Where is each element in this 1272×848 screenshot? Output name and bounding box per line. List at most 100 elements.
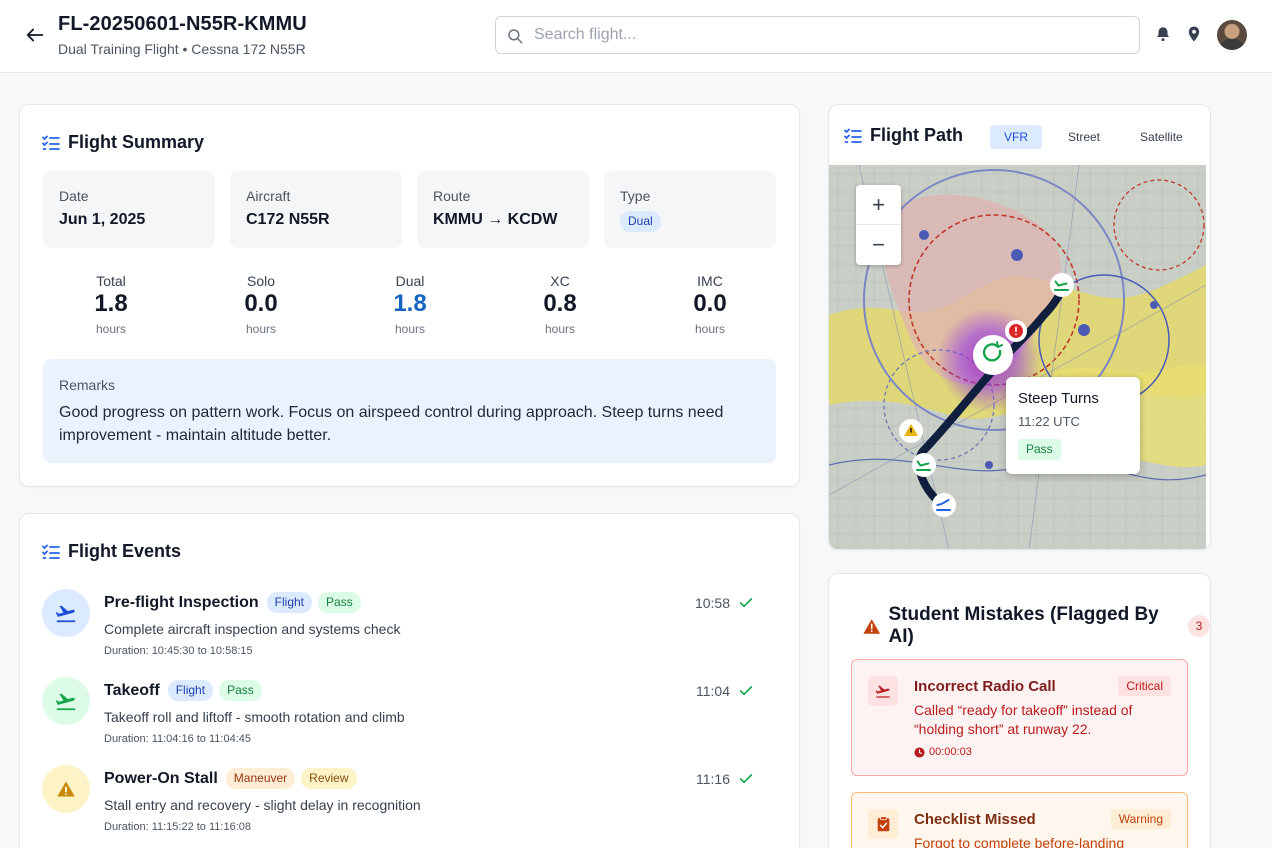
airplane-icon bbox=[55, 605, 76, 623]
warning-icon bbox=[57, 781, 75, 797]
event-item[interactable]: Takeoff Flight Pass Takeoff roll and lif… bbox=[42, 673, 754, 753]
stat-value: 1.8 bbox=[393, 290, 427, 317]
zoom-in-button[interactable]: + bbox=[856, 185, 901, 225]
tab-street[interactable]: Street bbox=[1068, 130, 1101, 144]
mistake-icon bbox=[868, 809, 898, 839]
page-subtitle: Dual Training Flight • Cessna 172 N55R bbox=[58, 41, 306, 57]
event-name: Takeoff bbox=[104, 681, 160, 699]
event-duration: Duration: 10:45:30 to 10:58:15 bbox=[104, 645, 253, 657]
mistakes-title: Student Mistakes (Flagged By AI) bbox=[888, 604, 1159, 647]
mistake-item[interactable]: Checklist Missed Warning Forgot to compl… bbox=[851, 792, 1188, 848]
event-item[interactable]: Pre-flight Inspection Flight Pass Comple… bbox=[42, 585, 754, 665]
event-time: 10:58 bbox=[695, 595, 754, 611]
severity-badge: Critical bbox=[1118, 676, 1171, 696]
category-badge: Flight bbox=[266, 592, 313, 613]
check-icon bbox=[739, 774, 753, 784]
user-avatar[interactable] bbox=[1217, 20, 1247, 50]
mistakes-heading: Student Mistakes (Flagged By AI) 3 bbox=[863, 604, 1210, 648]
info-value: KMMU → KCDW bbox=[433, 211, 558, 228]
zoom-controls: + − bbox=[856, 185, 901, 265]
type-badge: Dual bbox=[620, 211, 661, 232]
info-value: Jun 1, 2025 bbox=[59, 211, 146, 228]
takeoff-icon bbox=[875, 685, 890, 698]
mistake-description: Called “ready for takeoff” instead of “h… bbox=[914, 702, 1133, 737]
event-description: Complete aircraft inspection and systems… bbox=[104, 621, 401, 637]
stat-label: XC bbox=[550, 273, 570, 289]
info-value: C172 N55R bbox=[246, 211, 330, 228]
category-badge: Flight bbox=[167, 680, 214, 701]
stat-label: IMC bbox=[697, 273, 723, 289]
tab-vfr[interactable]: VFR bbox=[990, 125, 1042, 149]
info-type: Type Dual bbox=[604, 171, 776, 248]
remarks-box: Remarks Good progress on pattern work. F… bbox=[43, 359, 776, 463]
flight-events-heading: Flight Events bbox=[42, 541, 181, 562]
popup-title: Steep Turns bbox=[1018, 390, 1099, 407]
stat-unit: hours bbox=[95, 322, 127, 336]
search-icon bbox=[508, 29, 523, 44]
mistakes-count-badge: 3 bbox=[1188, 615, 1210, 637]
stat-total: Total 1.8 hours bbox=[61, 273, 161, 336]
checklist-icon bbox=[42, 135, 60, 150]
flight-path-heading: Flight Path bbox=[844, 125, 963, 146]
map-layer-tabs: VFR Street Satellite bbox=[990, 125, 1197, 149]
event-item[interactable]: Power-On Stall Maneuver Review Stall ent… bbox=[42, 761, 754, 841]
stat-unit: hours bbox=[245, 322, 277, 336]
info-label: Aircraft bbox=[246, 188, 291, 204]
category-badge: Maneuver bbox=[225, 768, 296, 789]
stat-value: 1.8 bbox=[94, 290, 128, 317]
info-aircraft: Aircraft C172 N55R bbox=[230, 171, 402, 248]
event-time-text: 10:58 bbox=[694, 595, 730, 611]
event-icon bbox=[42, 589, 90, 637]
tab-satellite[interactable]: Satellite bbox=[1140, 130, 1183, 144]
bell-icon[interactable] bbox=[1154, 25, 1172, 43]
mistake-item[interactable]: Incorrect Radio Call Critical Called “re… bbox=[851, 659, 1188, 776]
stat-unit: hours bbox=[694, 322, 726, 336]
stat-value: 0.0 bbox=[693, 290, 727, 317]
stat-value: 0.0 bbox=[244, 290, 278, 317]
top-bar: FL-20250601-N55R-KMMU Dual Training Flig… bbox=[0, 0, 1272, 73]
event-description: Stall entry and recovery - slight delay … bbox=[104, 797, 421, 813]
event-time-text: 11:04 bbox=[696, 683, 730, 699]
search-input[interactable] bbox=[534, 17, 1124, 53]
location-pin-icon[interactable] bbox=[1185, 25, 1203, 43]
takeoff-icon bbox=[55, 693, 76, 711]
popup-time: 11:22 UTC bbox=[1018, 414, 1080, 429]
event-title-row: Power-On Stall Maneuver Review bbox=[104, 768, 357, 789]
stat-label: Solo bbox=[246, 273, 276, 289]
zoom-out-button[interactable]: − bbox=[872, 232, 885, 257]
page-title: FL-20250601-N55R-KMMU bbox=[58, 13, 307, 35]
stat-value: 0.8 bbox=[543, 290, 577, 317]
stat-solo: Solo 0.0 hours bbox=[211, 273, 311, 336]
event-time-text: 11:16 bbox=[696, 771, 730, 787]
popup-result-badge: Pass bbox=[1018, 439, 1061, 460]
event-title-row: Pre-flight Inspection Flight Pass bbox=[104, 592, 361, 613]
stat-label: Total bbox=[96, 273, 126, 289]
event-name: Pre-flight Inspection bbox=[104, 593, 259, 611]
event-title-row: Takeoff Flight Pass bbox=[104, 680, 262, 701]
search-box[interactable] bbox=[495, 16, 1140, 54]
remarks-label: Remarks bbox=[59, 377, 116, 393]
clipboard-icon bbox=[877, 816, 889, 832]
stat-label: Dual bbox=[395, 273, 425, 289]
clock-icon bbox=[914, 746, 925, 758]
event-icon bbox=[42, 765, 90, 813]
result-badge: Review bbox=[301, 768, 357, 789]
info-date: Date Jun 1, 2025 bbox=[43, 171, 215, 248]
event-popup[interactable]: Steep Turns 11:22 UTC Pass bbox=[1006, 377, 1140, 474]
mistake-title: Incorrect Radio Call bbox=[914, 678, 1056, 695]
event-name: Power-On Stall bbox=[104, 769, 218, 787]
mistake-icon bbox=[868, 676, 898, 706]
sectional-map[interactable]: + − Steep Turns 11:22 UTC Pass bbox=[829, 165, 1206, 549]
back-arrow-icon[interactable] bbox=[24, 24, 46, 46]
student-mistakes-card: Student Mistakes (Flagged By AI) 3 Incor… bbox=[828, 573, 1211, 848]
stat-unit: hours bbox=[544, 322, 576, 336]
check-icon bbox=[739, 686, 753, 696]
flight-events-card: Flight Events Pre-flight Inspection Flig… bbox=[19, 513, 800, 848]
event-time: 11:04 bbox=[696, 683, 754, 699]
check-icon bbox=[739, 598, 753, 608]
event-duration: Duration: 11:15:22 to 11:16:08 bbox=[104, 821, 251, 833]
info-label: Date bbox=[59, 188, 89, 204]
event-description: Takeoff roll and liftoff - smooth rotati… bbox=[104, 709, 405, 725]
result-badge: Pass bbox=[318, 592, 361, 613]
info-label: Route bbox=[433, 188, 471, 204]
